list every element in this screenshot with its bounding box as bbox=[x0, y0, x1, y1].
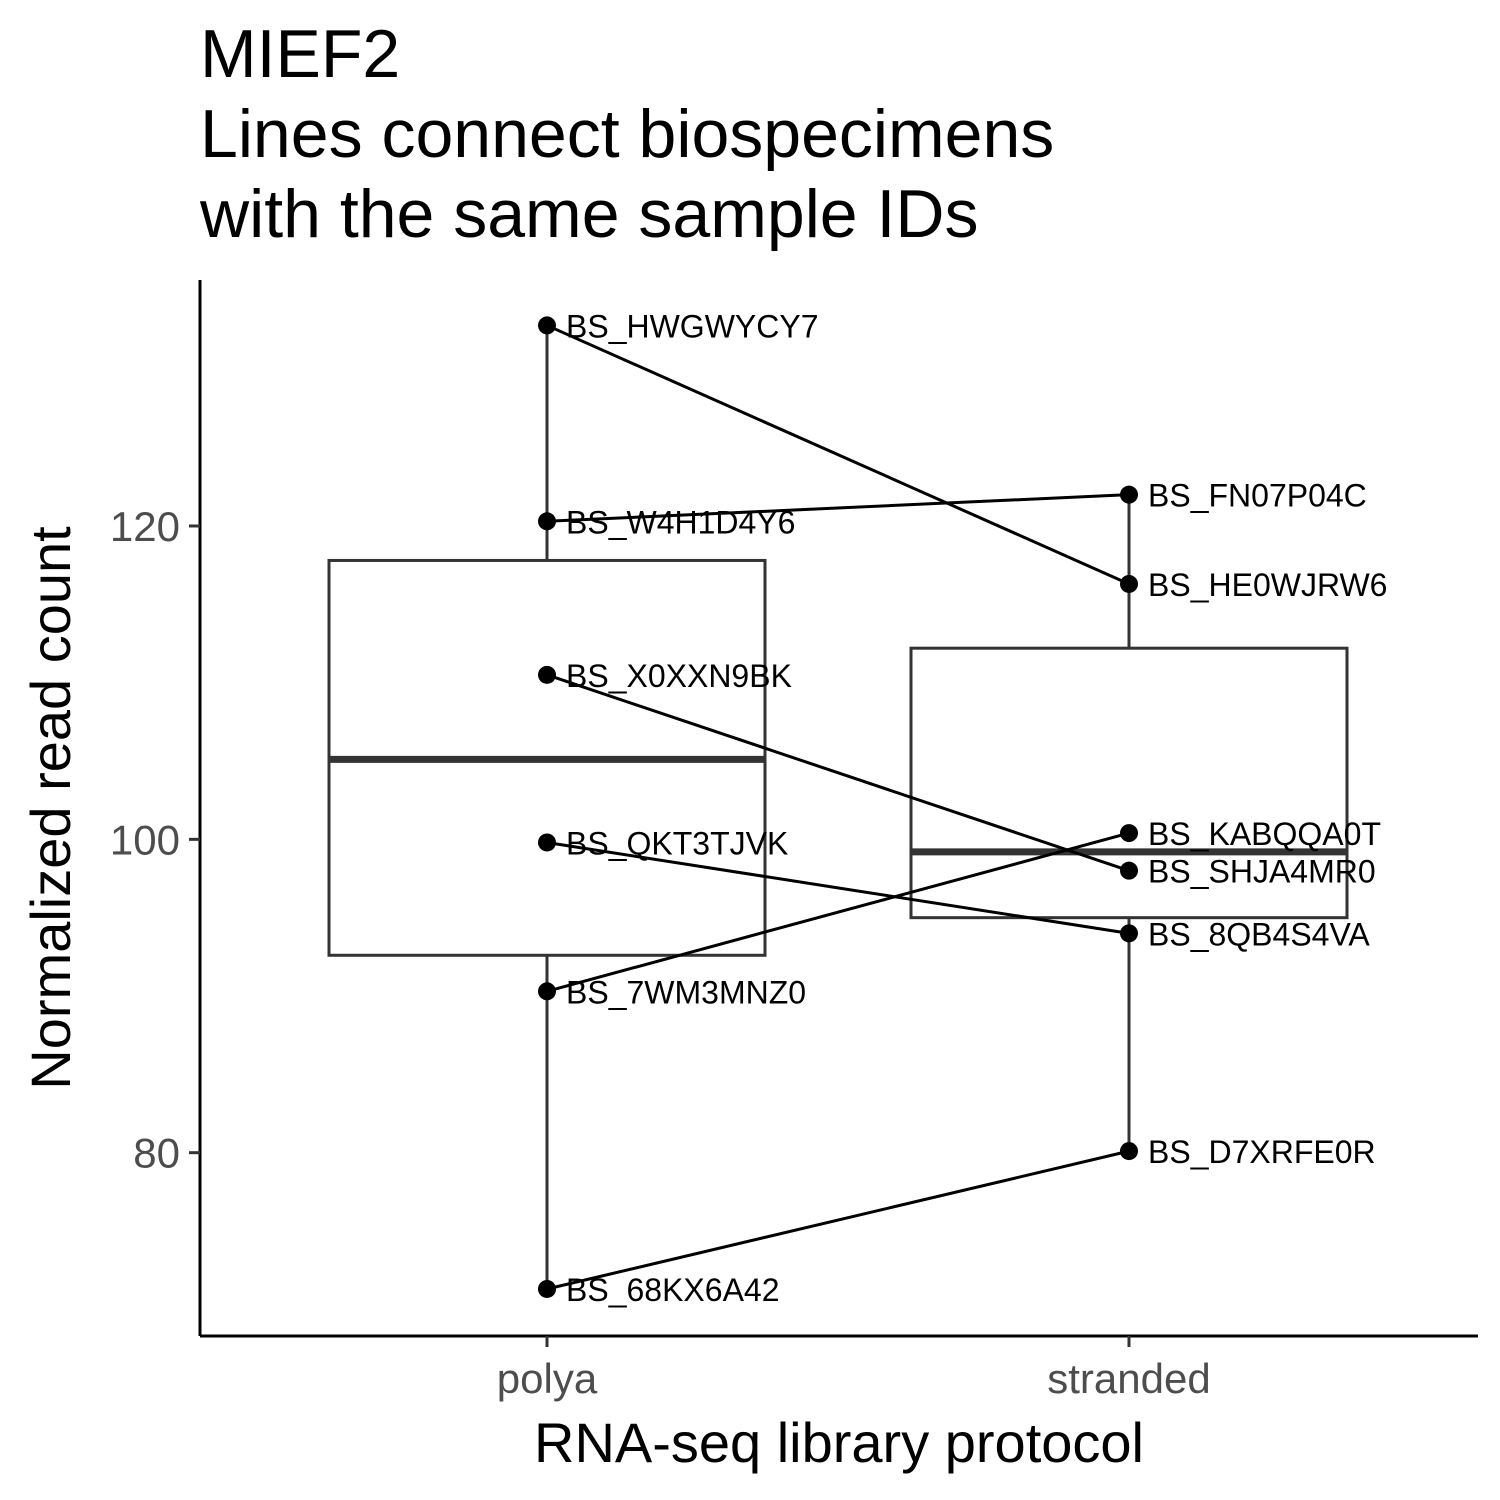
point-label: BS_SHJA4MR0 bbox=[1148, 854, 1376, 890]
axes: 80 100 120 polya stranded RNA-seq library pro… bbox=[19, 280, 1478, 1474]
point-label: BS_X0XXN9BK bbox=[566, 658, 792, 694]
point-label: BS_W4H1D4Y6 bbox=[566, 504, 795, 540]
point-label: BS_7WM3MNZ0 bbox=[566, 974, 806, 1010]
y-tick-label: 100 bbox=[110, 816, 180, 863]
data-point bbox=[538, 665, 556, 684]
y-tick-label: 120 bbox=[110, 503, 180, 550]
data-point bbox=[1120, 574, 1138, 593]
data-point bbox=[538, 833, 556, 852]
data-point bbox=[1120, 1142, 1138, 1161]
link-line bbox=[546, 493, 1130, 523]
data-point bbox=[538, 1279, 556, 1298]
point-label: BS_D7XRFE0R bbox=[1148, 1134, 1376, 1170]
data-point bbox=[1120, 824, 1138, 843]
box-polya bbox=[327, 325, 767, 1289]
data-point bbox=[1120, 861, 1138, 880]
point-label: BS_KABQQA0T bbox=[1148, 816, 1381, 852]
link-line bbox=[546, 831, 1130, 993]
link-line bbox=[546, 1149, 1130, 1291]
chart-title-line: MIEF2 bbox=[200, 16, 400, 92]
x-tick-label: polya bbox=[497, 1355, 598, 1402]
point-label: BS_8QB4S4VA bbox=[1148, 916, 1370, 952]
link-line bbox=[546, 324, 1130, 586]
points-layer bbox=[538, 316, 1138, 1298]
point-label: BS_HWGWYCY7 bbox=[566, 308, 818, 344]
link-line bbox=[546, 673, 1130, 873]
chart-title-line: Lines connect biospecimens bbox=[200, 96, 1054, 172]
link-lines-layer bbox=[546, 324, 1130, 1291]
data-point bbox=[1120, 485, 1138, 504]
point-label: BS_HE0WJRW6 bbox=[1148, 567, 1387, 603]
y-tick-label: 80 bbox=[133, 1130, 180, 1177]
point-labels-layer: BS_HWGWYCY7 BS_W4H1D4Y6 BS_X0XXN9BK BS_QKT3… bbox=[566, 308, 1387, 1308]
point-label: BS_68KX6A42 bbox=[566, 1272, 780, 1308]
point-label: BS_QKT3TJVK bbox=[566, 825, 788, 861]
x-axis-title: RNA-seq library protocol bbox=[534, 1411, 1144, 1474]
data-point bbox=[538, 316, 556, 335]
point-label: BS_FN07P04C bbox=[1148, 478, 1367, 514]
link-line bbox=[546, 840, 1130, 935]
x-tick-label: stranded bbox=[1047, 1355, 1210, 1402]
data-point bbox=[538, 982, 556, 1001]
data-point bbox=[538, 512, 556, 531]
y-axis-title: Normalized read count bbox=[19, 526, 82, 1090]
data-point bbox=[1120, 924, 1138, 943]
chart-title-line: with the same sample IDs bbox=[199, 176, 979, 252]
